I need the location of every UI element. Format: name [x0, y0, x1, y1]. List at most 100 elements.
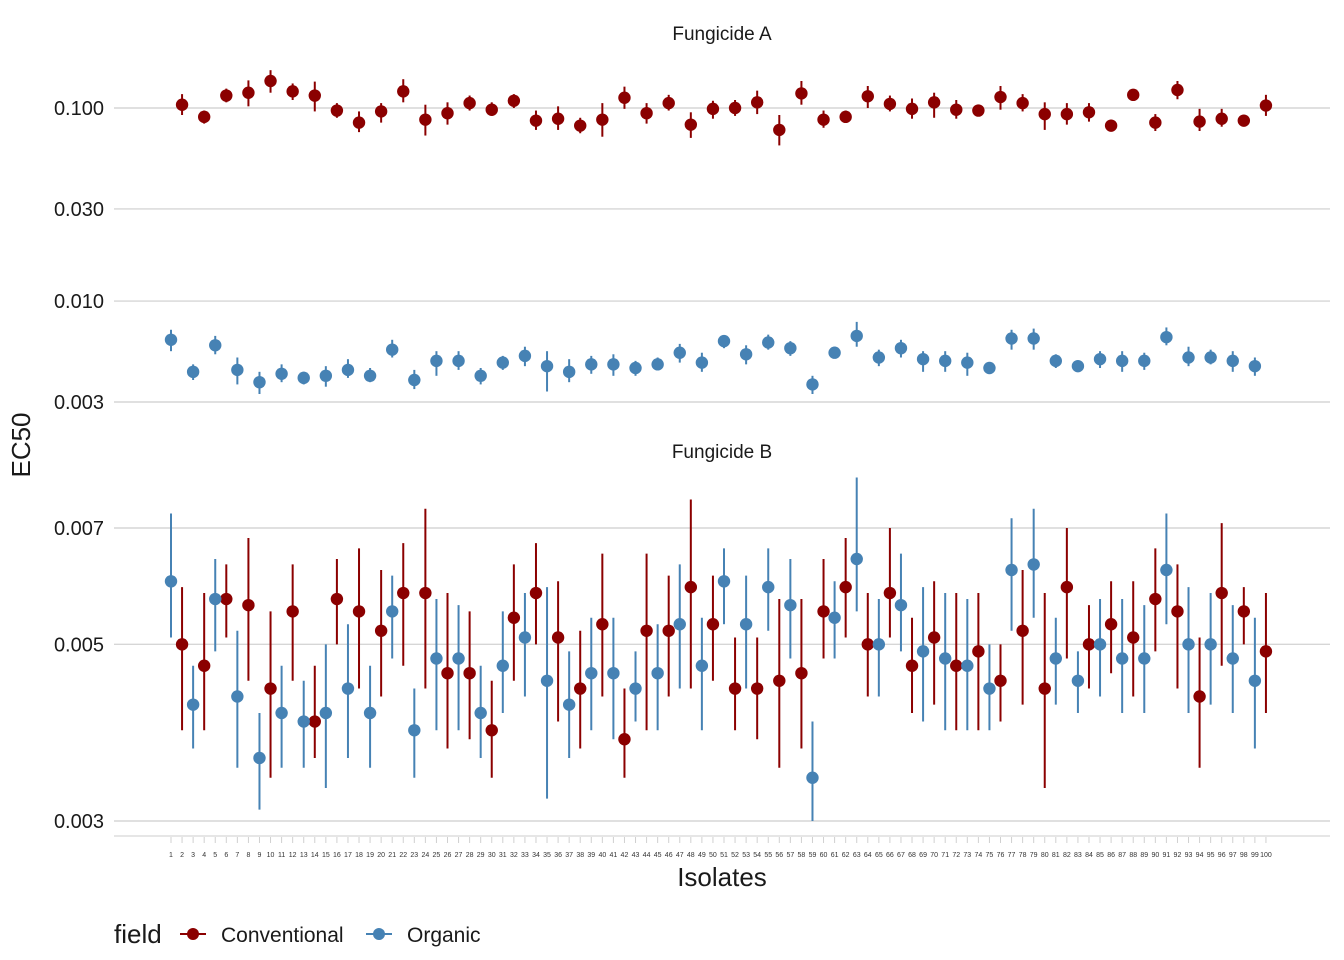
organic-point	[850, 552, 863, 566]
organic-point	[253, 375, 266, 389]
conventional-point	[242, 86, 255, 99]
organic-point	[585, 358, 598, 371]
conventional-point	[994, 674, 1007, 687]
x-tick-label: 40	[598, 852, 606, 859]
organic-point	[297, 371, 310, 385]
organic-point	[828, 611, 841, 624]
x-tick-label: 45	[654, 852, 662, 859]
x-tick-label: 72	[952, 852, 960, 859]
x-tick-label: 49	[698, 852, 706, 859]
x-tick-label: 65	[875, 852, 883, 859]
organic-point	[1226, 652, 1239, 665]
x-tick-label: 21	[388, 852, 396, 859]
organic-point	[1027, 332, 1040, 345]
x-tick-label: 6	[224, 852, 228, 859]
conventional-point	[264, 682, 277, 695]
conventional-point	[706, 102, 720, 116]
organic-point	[319, 706, 333, 720]
conventional-point	[529, 114, 543, 127]
conventional-point	[1193, 115, 1206, 128]
conventional-point	[640, 624, 653, 637]
organic-point	[695, 356, 709, 369]
conventional-point	[861, 638, 874, 651]
organic-point	[496, 356, 509, 369]
x-tick-label: 31	[499, 852, 507, 859]
conventional-point	[728, 682, 742, 695]
conventional-point	[883, 586, 897, 600]
conventional-point	[485, 724, 498, 737]
organic-point	[673, 618, 686, 631]
organic-point	[540, 359, 554, 373]
organic-point	[673, 346, 686, 359]
conventional-point	[1149, 116, 1162, 129]
y-tick-labels: 0.100 0.030 0.010 0.003 0.007 0.005 0.003	[54, 98, 104, 833]
x-tick-label: 98	[1240, 852, 1248, 859]
y-tick-label: 0.007	[54, 518, 104, 540]
conventional-point	[397, 85, 410, 98]
x-tick-label: 56	[775, 852, 783, 859]
x-tick-label: 77	[1008, 852, 1016, 859]
organic-point	[408, 724, 421, 737]
conventional-point	[529, 586, 543, 600]
conventional-point	[1038, 682, 1051, 695]
gridlines	[114, 107, 1330, 822]
conventional-point	[1171, 605, 1184, 618]
conventional-point	[286, 85, 299, 98]
x-tick-label: 60	[820, 852, 828, 859]
x-tick-label: 28	[466, 852, 474, 859]
x-tick-label: 26	[444, 852, 452, 859]
conventional-point	[618, 733, 631, 746]
x-tick-label: 70	[930, 852, 938, 859]
organic-point	[386, 605, 399, 618]
x-tick-label: 90	[1151, 852, 1159, 859]
conventional-point	[1060, 107, 1074, 121]
conventional-point	[684, 118, 698, 131]
x-tick-label: 85	[1096, 852, 1104, 859]
conventional-point	[950, 659, 963, 672]
conventional-point	[197, 659, 211, 672]
organic-point	[386, 343, 399, 356]
organic-point	[1182, 351, 1195, 364]
x-tick-label: 5	[213, 852, 217, 859]
conventional-point	[220, 592, 233, 606]
organic-point	[651, 358, 664, 371]
y-tick-label: 0.030	[54, 199, 104, 221]
conventional-point	[596, 618, 609, 631]
x-tick-label: 78	[1019, 852, 1027, 859]
organic-point	[474, 369, 487, 383]
conventional-point	[419, 113, 432, 126]
organic-point	[806, 771, 819, 784]
organic-point	[518, 349, 532, 363]
x-tick-label: 75	[986, 852, 994, 859]
x-tick-label: 8	[246, 852, 250, 859]
conventional-point	[1259, 645, 1273, 658]
conventional-point	[330, 592, 344, 606]
legend: field Conventional Organic	[114, 919, 481, 949]
x-tick-label: 3	[191, 852, 195, 859]
x-tick-label: 19	[366, 852, 374, 859]
conventional-point	[1060, 580, 1074, 594]
x-tick-label: 44	[643, 852, 651, 859]
conventional-point	[728, 101, 742, 115]
x-tick-label: 92	[1174, 852, 1182, 859]
organic-point	[1027, 558, 1040, 571]
conventional-point	[817, 605, 830, 618]
conventional-point	[175, 638, 189, 651]
y-tick-label: 0.010	[54, 291, 104, 313]
organic-point	[784, 341, 797, 355]
x-tick-label: 58	[798, 852, 806, 859]
organic-point	[1138, 652, 1151, 665]
conventional-point	[596, 113, 609, 126]
organic-point	[231, 690, 244, 703]
organic-point	[1071, 674, 1085, 687]
y-tick-label: 0.003	[54, 811, 104, 833]
organic-point	[540, 674, 554, 687]
x-tick-label: 24	[421, 852, 429, 859]
conventional-point	[706, 618, 720, 631]
legend-key-organic	[366, 928, 392, 940]
y-axis-title: EC50	[6, 412, 36, 477]
conventional-point	[308, 715, 321, 728]
legend-label-organic: Organic	[407, 924, 481, 947]
organic-point	[319, 369, 333, 383]
organic-point	[253, 751, 266, 765]
